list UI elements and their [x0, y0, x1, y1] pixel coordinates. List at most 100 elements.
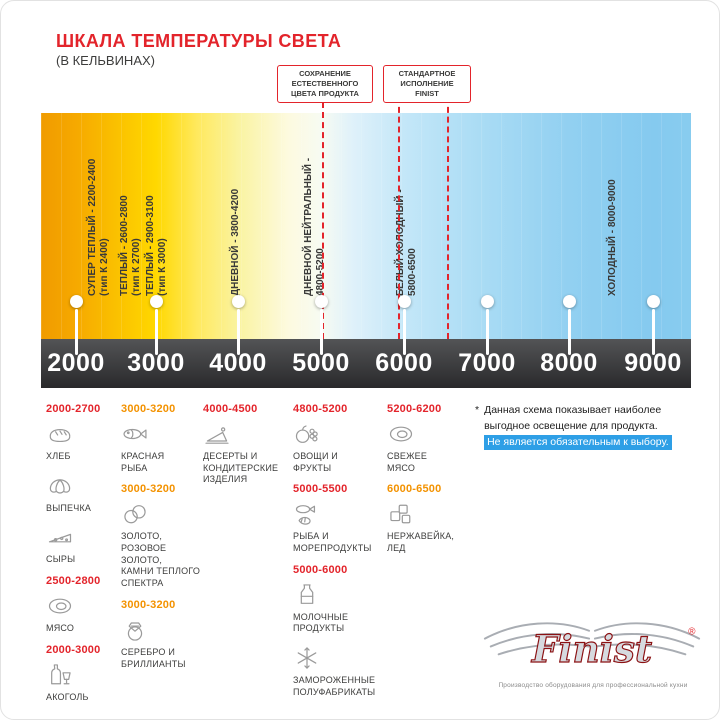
legend-item: СЕРЕБРО И БРИЛЛИАНТЫ: [121, 616, 203, 670]
legend-column-1: 2000-2700 ХЛЕБ ВЫПЕЧКА СЫРЫ 2500-2800: [46, 403, 118, 712]
legend-item-label: СЕРЕБРО И БРИЛЛИАНТЫ: [121, 646, 186, 669]
cheese-icon: [46, 523, 118, 551]
legend-item-label: ЗАМОРОЖЕННЫЕ ПОЛУФАБРИКАТЫ: [293, 675, 376, 697]
zone-sub: 4800-5200: [315, 248, 326, 296]
gold-rings-icon: [121, 500, 203, 528]
zone-sub: (тип К 2700): [131, 238, 142, 296]
seafood-icon: [293, 500, 389, 528]
zone-main: СУПЕР ТЕПЛЫЙ - 2200-2400: [87, 158, 98, 296]
kelvin-range: 5000-6000: [293, 563, 348, 576]
kelvin-tick: 5000: [292, 349, 350, 377]
legend-item: МЯСО: [46, 592, 118, 635]
zone-main: ХОЛОДНЫЙ - 8000-9000: [607, 179, 618, 296]
kelvin-range: 4000-4500: [203, 403, 258, 415]
product-legend: 2000-2700 ХЛЕБ ВЫПЕЧКА СЫРЫ 2500-2800: [1, 403, 719, 715]
legend-item: ДЕСЕРТЫ И КОНДИТЕРСКИЕ ИЗДЕЛИЯ: [203, 420, 291, 486]
callout-line: СОХРАНЕНИЕ: [299, 69, 351, 78]
diamond-ring-icon: [121, 616, 203, 644]
legend-item-label: НЕРЖАВЕЙКА, ЛЕД: [387, 531, 455, 554]
page-subtitle: (В КЕЛЬВИНАХ): [56, 53, 155, 68]
kelvin-range: 3000-3200: [121, 403, 176, 415]
kelvin-tick: 3000: [127, 349, 185, 377]
legend-item: СЫРЫ: [46, 523, 118, 566]
legend-item: ЗАМОРОЖЕННЫЕ ПОЛУФАБРИКАТЫ: [293, 644, 389, 698]
meat-icon: [46, 592, 118, 620]
legend-item-label: ХЛЕБ: [46, 451, 71, 461]
fish-icon: [121, 420, 203, 448]
legend-group: 2000-3000 АКОГОЛЬ: [46, 644, 118, 704]
callout-line: СТАНДАРТНОЕ: [398, 69, 456, 78]
legend-item: НЕРЖАВЕЙКА, ЛЕД: [387, 500, 473, 554]
legend-group: 5000-6000 МОЛОЧНЫЕ ПРОДУКТЫ ЗАМОРОЖЕННЫЕ…: [293, 564, 389, 699]
legend-column-3: 4000-4500 ДЕСЕРТЫ И КОНДИТЕРСКИЕ ИЗДЕЛИЯ: [203, 403, 291, 495]
kelvin-tick: 7000: [458, 349, 516, 377]
legend-group: 5200-6200 СВЕЖЕЕ МЯСО: [387, 403, 473, 474]
callout-standard-finist: СТАНДАРТНОЕ ИСПОЛНЕНИЕ FINIST: [383, 65, 471, 104]
zone-sub: (тип К 2400): [99, 238, 110, 296]
alcohol-icon: [46, 661, 118, 689]
zone-main: ДНЕВНОЙ НЕЙТРАЛЬНЫЙ -: [303, 157, 314, 296]
kelvin-range: 3000-3200: [121, 483, 176, 496]
croissant-icon: [46, 472, 118, 500]
standard-range-line-right: [447, 97, 449, 339]
fruits-icon: [293, 420, 389, 448]
bread-icon: [46, 420, 118, 448]
legend-item-label: МОЛОЧНЫЕ ПРОДУКТЫ: [293, 611, 349, 634]
zone-main: ТЕПЛЫЙ - 2600-2800: [119, 195, 130, 296]
legend-item-label: АКОГОЛЬ: [46, 691, 89, 702]
zone-main: ТЕПЛЫЙ - 2900-3100: [145, 195, 156, 296]
legend-group: 2500-2800 МЯСО: [46, 575, 118, 635]
kelvin-range: 2000-3000: [46, 643, 101, 656]
fresh-meat-icon: [387, 420, 473, 448]
callout-natural-color: СОХРАНЕНИЕ ЕСТЕСТВЕННОГО ЦВЕТА ПРОДУКТА: [277, 65, 373, 104]
ice-icon: [387, 500, 473, 528]
kelvin-tick: 9000: [624, 349, 682, 377]
kelvin-range: 2500-2800: [46, 575, 101, 588]
footnote-text: Данная схема показывает наиболее выгодно…: [484, 404, 662, 432]
registered-mark: ®: [688, 627, 696, 638]
kelvin-tick: 2000: [47, 349, 105, 377]
callout-line: ЦВЕТА ПРОДУКТА: [291, 89, 359, 99]
legend-column-4: 4800-5200 ОВОЩИ И ФРУКТЫ 5000-5500 РЫБА …: [293, 403, 389, 708]
legend-column-5: 5200-6200 СВЕЖЕЕ МЯСО 6000-6500 НЕРЖАВЕЙ…: [387, 403, 473, 564]
zone-label-cold: ХОЛОДНЫЙ - 8000-9000: [607, 179, 619, 296]
footnote: * Данная схема показывает наиболее выгод…: [475, 403, 709, 451]
zone-label-warm-2700: ТЕПЛЫЙ - 2600-2800 (тип К 2700): [119, 195, 143, 296]
legend-group: 4800-5200 ОВОЩИ И ФРУКТЫ: [293, 403, 389, 474]
kelvin-tick: 6000: [375, 349, 433, 377]
legend-group: 3000-3200 ЗОЛОТО, РОЗОВОЕ ЗОЛОТО, КАМНИ …: [121, 483, 203, 589]
finist-logo: Finist ® Производство оборудования для п…: [479, 609, 707, 689]
legend-item: ОВОЩИ И ФРУКТЫ: [293, 420, 389, 474]
legend-item-label: МЯСО: [46, 623, 75, 634]
legend-item: РЫБА И МОРЕПРОДУКТЫ: [293, 500, 389, 554]
kelvin-tick: 4000: [209, 349, 267, 377]
legend-item-label: СЫРЫ: [46, 554, 76, 565]
natural-color-marker-line: [322, 102, 324, 339]
legend-column-2: 3000-3200 КРАСНАЯ РЫБА 3000-3200 ЗОЛОТО,…: [121, 403, 203, 679]
legend-item: КРАСНАЯ РЫБА: [121, 420, 203, 474]
legend-item: АКОГОЛЬ: [46, 661, 118, 704]
kelvin-range: 5000-5500: [293, 483, 348, 496]
legend-item: ХЛЕБ: [46, 420, 118, 463]
legend-item-label: ДЕСЕРТЫ И КОНДИТЕРСКИЕ ИЗДЕЛИЯ: [203, 451, 279, 485]
legend-item-label: РЫБА И МОРЕПРОДУКТЫ: [293, 531, 372, 554]
legend-item-label: СВЕЖЕЕ МЯСО: [387, 451, 428, 473]
page-title: ШКАЛА ТЕМПЕРАТУРЫ СВЕТА: [56, 31, 342, 51]
legend-item-label: ВЫПЕЧКА: [46, 502, 92, 513]
zone-label-warm-3000: ТЕПЛЫЙ - 2900-3100 (тип К 3000): [145, 195, 169, 296]
zone-label-daylight: ДНЕВНОЙ - 3800-4200: [230, 189, 242, 296]
legend-item: МОЛОЧНЫЕ ПРОДУКТЫ: [293, 581, 389, 635]
legend-item-label: ОВОЩИ И ФРУКТЫ: [293, 451, 338, 473]
kelvin-axis: 2000 3000 4000 5000 6000 7000 8000 9000: [41, 339, 691, 388]
legend-group: 6000-6500 НЕРЖАВЕЙКА, ЛЕД: [387, 483, 473, 554]
legend-item: ЗОЛОТО, РОЗОВОЕ ЗОЛОТО, КАМНИ ТЕПЛОГО СП…: [121, 500, 203, 589]
logo-caption: Производство оборудования для профессион…: [498, 682, 688, 689]
kelvin-range: 2000-2700: [46, 403, 101, 415]
finist-wings: Finist ®: [483, 622, 701, 672]
footnote-highlight: Не является обязательным к выбору.: [484, 434, 672, 451]
zone-label-super-warm: СУПЕР ТЕПЛЫЙ - 2200-2400 (тип К 2400): [87, 159, 111, 296]
kelvin-range: 3000-3200: [121, 598, 176, 611]
kelvin-range: 4800-5200: [293, 403, 348, 415]
standard-range-line-left: [398, 97, 400, 339]
